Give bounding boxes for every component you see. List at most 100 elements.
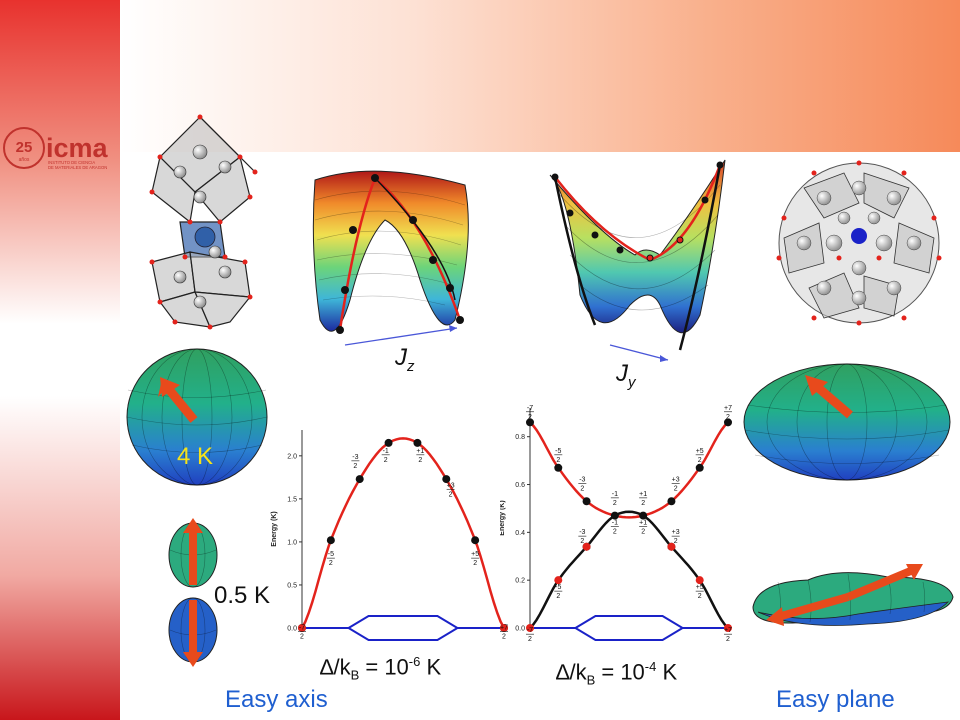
- mj-label: +72: [724, 627, 732, 643]
- mj-label: +72: [500, 624, 508, 640]
- data-point-red: [526, 624, 534, 632]
- mj-numerator: -1: [383, 448, 389, 455]
- top-gradient-bar: [120, 0, 960, 152]
- data-point: [582, 497, 591, 506]
- y-tick-label: 0.8: [515, 434, 525, 441]
- mj-denominator: 2: [473, 560, 477, 567]
- label-temp-4k: 4 K: [177, 443, 214, 470]
- mj-denominator: 2: [502, 633, 506, 640]
- logo-anniversary-sub: años: [19, 157, 30, 163]
- mj-numerator: +3: [672, 477, 680, 484]
- molecule-structure-right: [776, 160, 942, 326]
- mj-label: -12: [610, 491, 619, 507]
- data-point-red: [582, 542, 591, 551]
- mj-numerator: +7: [724, 405, 732, 412]
- icma-logo: 25 años icma INSTITUTO DE CIENCIA DE MAT…: [3, 127, 109, 170]
- tunnel-splitting-hexagon: [573, 615, 685, 641]
- mj-label: -52: [554, 584, 563, 600]
- mj-denominator: 2: [353, 463, 357, 470]
- label-easy-axis: Easy axis: [225, 686, 328, 713]
- y-tick-label: 0.0: [287, 626, 297, 633]
- mj-numerator: -3: [579, 477, 585, 484]
- y-tick-label: 0.2: [515, 578, 525, 585]
- logo-brand: icma: [46, 133, 109, 163]
- mj-label: -72: [526, 627, 534, 643]
- energy-surface-jy: [549, 159, 726, 362]
- label-easy-plane: Easy plane: [776, 686, 895, 713]
- tunnel-splitting-hexagon: [346, 615, 460, 641]
- mj-numerator: -3: [352, 454, 358, 461]
- mj-label: -52: [326, 551, 335, 567]
- data-point: [413, 438, 422, 447]
- mj-label: +52: [695, 448, 704, 464]
- mj-label: +12: [416, 448, 424, 464]
- data-point-red: [695, 576, 704, 585]
- mj-label: +12: [639, 491, 647, 507]
- logo-institute-line1: INSTITUTO DE CIENCIA: [48, 160, 95, 165]
- data-point: [667, 497, 676, 506]
- data-point-red: [667, 542, 676, 551]
- mj-numerator: +5: [696, 584, 704, 591]
- mj-label: -32: [578, 529, 587, 545]
- mj-denominator: 2: [556, 593, 560, 600]
- data-point: [442, 475, 451, 484]
- mj-denominator: 2: [329, 560, 333, 567]
- mj-label: +72: [724, 405, 732, 421]
- mj-denominator: 2: [580, 538, 584, 545]
- y-tick-label: 0.6: [515, 482, 525, 489]
- label-jz: Jz: [395, 344, 415, 375]
- data-point: [695, 463, 704, 472]
- y-tick-label: 2.0: [287, 453, 297, 460]
- mj-numerator: -5: [328, 551, 334, 558]
- logo-anniversary: 25: [16, 139, 33, 156]
- mj-numerator: -7: [527, 405, 533, 412]
- data-point: [471, 536, 480, 545]
- mj-numerator: +7: [724, 627, 732, 634]
- mj-numerator: -5: [555, 448, 561, 455]
- mj-denominator: 2: [641, 529, 645, 536]
- mj-label: -52: [554, 448, 563, 464]
- data-point: [724, 418, 732, 427]
- series-line: [529, 510, 729, 629]
- mj-numerator: -3: [579, 529, 585, 536]
- mj-denominator: 2: [726, 414, 730, 421]
- data-point-red: [500, 624, 508, 632]
- mj-denominator: 2: [556, 457, 560, 464]
- label-delta-right: ∆/kB = 10-4 K: [556, 659, 678, 688]
- mj-numerator: +3: [672, 529, 680, 536]
- y-tick-label: 0.0: [515, 626, 525, 633]
- data-point-red: [298, 624, 306, 632]
- series-line: [529, 421, 729, 519]
- mj-label: +32: [446, 482, 455, 498]
- mj-numerator: +1: [416, 448, 424, 455]
- label-delta-left: ∆/kB = 10-6 K: [320, 654, 442, 683]
- mj-numerator: +3: [447, 482, 455, 489]
- mj-label: +52: [695, 584, 704, 600]
- y-axis-label: Energy (K): [500, 500, 506, 535]
- mj-label: +52: [471, 551, 479, 567]
- data-point-red: [554, 576, 563, 585]
- energy-surface-jz: [312, 170, 469, 346]
- anisotropy-surface-oblate: [743, 363, 951, 481]
- mj-denominator: 2: [613, 500, 617, 507]
- data-point: [526, 418, 534, 427]
- mj-denominator: 2: [449, 491, 453, 498]
- mj-label: -12: [610, 520, 619, 536]
- anisotropy-surface-4k: [126, 348, 268, 486]
- mj-denominator: 2: [641, 500, 645, 507]
- mj-numerator: -7: [299, 624, 305, 631]
- y-tick-label: 1.5: [287, 496, 297, 503]
- molecule-structure-left: [149, 114, 258, 330]
- mj-denominator: 2: [674, 538, 678, 545]
- anisotropy-surface-easy-axis: [168, 518, 218, 667]
- mj-numerator: +1: [639, 520, 647, 527]
- y-tick-label: 0.5: [287, 582, 297, 589]
- mj-denominator: 2: [613, 529, 617, 536]
- mj-numerator: +7: [500, 624, 508, 631]
- mj-denominator: 2: [698, 457, 702, 464]
- label-temp-0-5k: 0.5 K: [214, 582, 271, 609]
- mj-numerator: +5: [696, 448, 704, 455]
- mj-numerator: +1: [639, 491, 647, 498]
